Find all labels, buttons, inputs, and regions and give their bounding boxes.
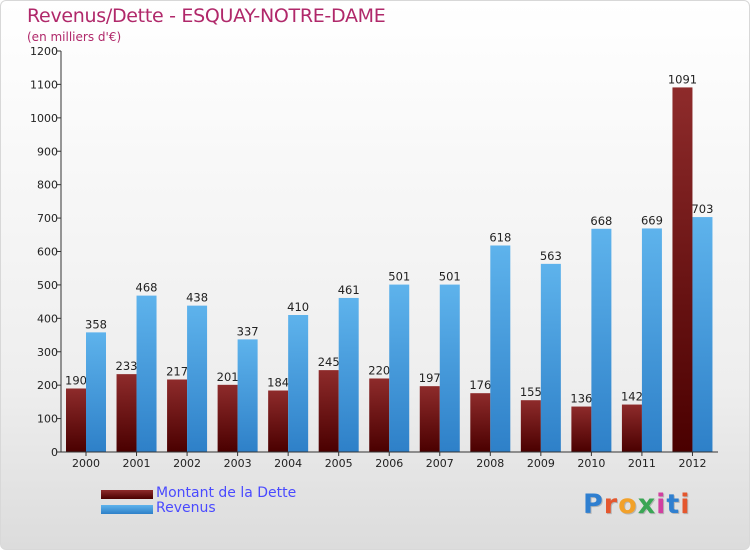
revenue-value-label: 358	[85, 317, 107, 331]
x-tick-label: 2003	[224, 457, 252, 470]
revenue-bar	[641, 228, 662, 452]
debt-value-label: 220	[368, 363, 390, 377]
logo-letter: P	[583, 489, 604, 520]
debt-bar	[116, 374, 137, 452]
proxiti-logo: Proxiti	[583, 489, 691, 520]
x-tick-label: 2012	[678, 457, 706, 470]
x-tick-label: 2008	[476, 457, 504, 470]
legend-label-revenue: Revenus	[156, 500, 216, 516]
revenue-bar	[439, 284, 460, 452]
logo-letter: i	[656, 489, 667, 520]
revenue-bar	[490, 245, 511, 452]
revenue-value-label: 618	[489, 230, 511, 244]
debt-value-label: 184	[267, 376, 289, 390]
revenue-value-label: 501	[388, 270, 410, 284]
debt-value-label: 233	[116, 359, 138, 373]
debt-value-label: 176	[469, 378, 491, 392]
x-tick-label: 2004	[274, 457, 302, 470]
legend-label-debt: Montant de la Dette	[156, 485, 297, 501]
y-tick-label: 1000	[30, 112, 58, 125]
y-tick-label: 1200	[30, 45, 58, 58]
debt-bar	[470, 393, 491, 452]
y-tick-label: 800	[37, 179, 58, 192]
x-tick-label: 2000	[72, 457, 100, 470]
revenue-value-label: 703	[691, 202, 713, 216]
logo-letter: i	[680, 489, 691, 520]
y-tick-label: 500	[37, 279, 58, 292]
x-tick-label: 2007	[426, 457, 454, 470]
y-tick-label: 100	[37, 413, 58, 426]
revenue-value-label: 410	[287, 300, 309, 314]
revenue-bar	[288, 314, 309, 452]
debt-value-label: 217	[166, 364, 188, 378]
chart-title: Revenus/Dette - ESQUAY-NOTRE-DAME	[27, 5, 386, 27]
revenue-bar	[692, 217, 713, 452]
chart-subtitle: (en milliers d'€)	[27, 30, 122, 44]
y-tick-label: 900	[37, 145, 58, 158]
y-tick-label: 1100	[30, 78, 58, 91]
revenue-bar	[591, 228, 612, 452]
debt-value-label: 136	[570, 392, 592, 406]
revenue-value-label: 337	[237, 324, 259, 338]
revenue-bar	[237, 339, 258, 452]
debt-bar	[268, 390, 289, 452]
y-tick-label: 300	[37, 346, 58, 359]
debt-bar	[419, 386, 440, 452]
revenue-bar	[338, 297, 359, 452]
revenue-value-label: 563	[540, 249, 562, 263]
x-tick-label: 2002	[173, 457, 201, 470]
debt-bar	[369, 378, 390, 452]
x-tick-label: 2001	[123, 457, 151, 470]
revenue-bar	[187, 305, 208, 452]
debt-value-label: 190	[65, 374, 87, 388]
logo-letter: t	[666, 489, 681, 520]
y-tick-label: 600	[37, 246, 58, 259]
revenue-value-label: 669	[641, 213, 663, 227]
y-tick-label: 200	[37, 379, 58, 392]
legend-swatch-debt	[101, 490, 153, 499]
revenue-bar	[136, 295, 157, 452]
debt-bar	[318, 370, 339, 452]
revenue-bar	[540, 263, 561, 452]
revenue-bar	[389, 284, 410, 452]
revenue-value-label: 501	[439, 270, 461, 284]
debt-bar	[571, 406, 592, 452]
debt-bar	[66, 388, 86, 452]
revenue-value-label: 468	[136, 281, 158, 295]
revenue-value-label: 668	[590, 214, 612, 228]
x-tick-label: 2010	[577, 457, 605, 470]
debt-bar	[672, 87, 693, 452]
logo-letter: r	[603, 489, 619, 520]
debt-value-label: 201	[217, 370, 239, 384]
legend-swatch-revenue	[101, 505, 153, 514]
revenue-value-label: 438	[186, 291, 208, 305]
y-tick-label: 700	[37, 212, 58, 225]
logo-letter: o	[618, 489, 638, 520]
debt-bar	[167, 379, 188, 452]
x-tick-label: 2005	[325, 457, 353, 470]
debt-value-label: 245	[318, 355, 340, 369]
debt-bar	[217, 384, 238, 452]
debt-bar	[621, 404, 642, 452]
debt-value-label: 155	[520, 385, 542, 399]
revenue-bar	[86, 332, 106, 452]
x-tick-label: 2006	[375, 457, 403, 470]
debt-value-label: 142	[621, 390, 643, 404]
x-tick-label: 2009	[527, 457, 555, 470]
debt-value-label: 1091	[668, 72, 697, 86]
y-tick-label: 0	[51, 446, 58, 459]
debt-value-label: 197	[419, 371, 441, 385]
logo-letter: x	[637, 489, 657, 520]
y-tick-label: 400	[37, 312, 58, 325]
debt-bar	[520, 400, 541, 452]
revenue-value-label: 461	[338, 283, 360, 297]
x-tick-label: 2011	[628, 457, 656, 470]
